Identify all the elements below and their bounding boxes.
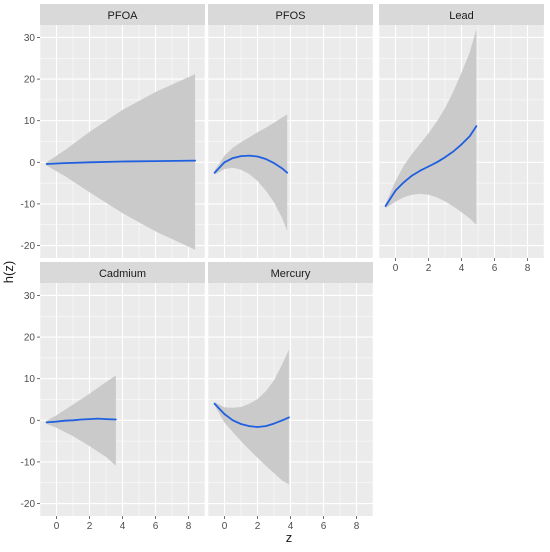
panel-pfos: PFOS [207,4,374,258]
x-tick-label: 0 [393,263,399,274]
strip-label: Lead [449,10,473,22]
x-axis-title: z [286,530,293,545]
estimate-line [213,154,289,174]
y-tick-label: -10 [21,457,36,468]
y-tick-label: 30 [24,291,36,302]
confidence-band [214,349,289,485]
x-tick-label: 8 [525,263,531,274]
confidence-band [214,114,288,231]
x-tick-label: 0 [222,521,228,532]
strip-label: PFOA [108,10,139,22]
strip-background [40,4,205,25]
x-tick-label: 8 [354,521,360,532]
panel-mercury: Mercury 0 2 4 6 8 [207,262,374,532]
x-tick-label: 4 [288,521,294,532]
estimate-line [45,417,117,424]
y-tick-label: 20 [24,333,36,344]
strip-background [208,262,373,283]
y-tick-label: 10 [24,374,36,385]
y-tick-label: 10 [24,116,36,127]
strip-label: Cadmium [99,268,146,280]
panel-pfoa: PFOA -20 -10 0 10 20 30 [21,4,206,258]
y-tick-label: 20 [24,75,36,86]
x-tick-label: 4 [120,521,126,532]
x-tick-label: 4 [459,263,465,274]
y-tick-label: 0 [29,416,35,427]
panel-cadmium: Cadmium -20 -10 0 10 20 30 0 2 4 6 8 [21,262,206,532]
x-tick-label: 6 [321,521,327,532]
x-tick-label: 2 [255,521,261,532]
panel-lead: Lead 0 2 4 6 8 [378,4,545,274]
estimate-line [45,159,197,165]
estimate-line [384,125,478,207]
strip-background [208,4,373,25]
x-tick-label: 6 [492,263,498,274]
y-tick-label: -20 [21,241,36,252]
strip-background [379,4,544,25]
strip-background [40,262,205,283]
x-tick-label: 2 [426,263,432,274]
x-tick-label: 0 [54,521,60,532]
y-tick-label: -10 [21,199,36,210]
strip-label: Mercury [271,268,311,280]
x-tick-label: 6 [153,521,159,532]
confidence-band [46,375,116,466]
y-tick-label: 30 [24,33,36,44]
y-tick-label: 0 [29,158,35,169]
y-axis-title: h(z) [1,261,16,283]
strip-label: PFOS [276,10,306,22]
y-tick-label: -20 [21,499,36,510]
x-tick-label: 8 [186,521,192,532]
estimate-line [213,402,290,428]
confidence-band [385,29,477,225]
x-tick-label: 2 [87,521,93,532]
